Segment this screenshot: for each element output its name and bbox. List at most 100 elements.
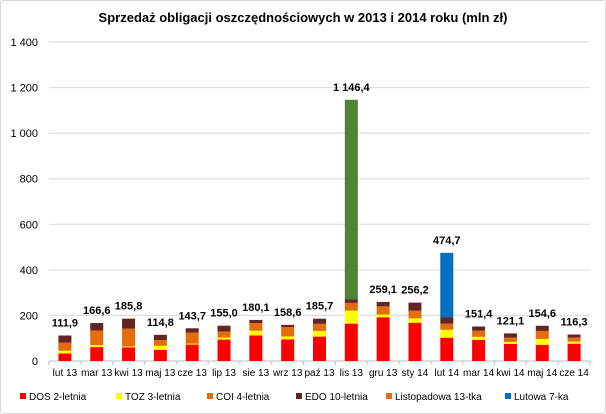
y-tick-label: 1 000 bbox=[10, 128, 38, 140]
bar-segment-coi-4-letnia bbox=[408, 310, 422, 319]
bar-segment-edo-10-letnia bbox=[376, 301, 390, 307]
x-tick-label: sty 14 bbox=[402, 368, 429, 379]
bar-segment-toz-3-letnia bbox=[408, 318, 422, 323]
data-label-total: 111,9 bbox=[52, 318, 78, 330]
bar-segment-edo-10-letnia bbox=[90, 323, 104, 331]
data-label-total: 114,8 bbox=[147, 317, 174, 329]
y-tick-label: 600 bbox=[20, 219, 38, 231]
bar-segment-dos-2-letnia bbox=[153, 349, 167, 361]
data-label-total: 185,7 bbox=[306, 301, 334, 313]
x-tick-label: kwi 13 bbox=[114, 368, 143, 379]
bar-segment-toz-3-letnia bbox=[344, 310, 358, 324]
data-label-total: 259,1 bbox=[369, 284, 397, 296]
bar-segment-toz-3-letnia bbox=[58, 350, 72, 354]
bar-segment-toz-3-letnia bbox=[567, 341, 581, 344]
bar-segment-coi-4-letnia bbox=[376, 306, 390, 315]
x-tick-label: cze 13 bbox=[177, 368, 207, 379]
data-label-total: 121,1 bbox=[497, 315, 525, 327]
data-label-total: 185,8 bbox=[115, 301, 143, 313]
bar-segment-dos-2-letnia bbox=[281, 339, 295, 361]
legend-label: DOS 2-letnia bbox=[29, 392, 87, 403]
bar-segment-lutowa-7-ka bbox=[440, 252, 454, 318]
y-tick-label: 1 200 bbox=[10, 83, 38, 95]
x-tick-label: lip 13 bbox=[212, 368, 236, 379]
y-tick-label: 400 bbox=[20, 265, 38, 277]
bar-segment-coi-4-letnia bbox=[472, 330, 486, 337]
bar-segment-edo-10-letnia bbox=[313, 318, 326, 324]
bar-segment-edo-10-letnia bbox=[440, 317, 454, 324]
data-label-total: 180,1 bbox=[242, 302, 270, 314]
data-label-total: 155,0 bbox=[210, 308, 238, 320]
bar-segment-edo-10-letnia bbox=[122, 318, 136, 329]
x-tick-label: paź 13 bbox=[304, 368, 334, 379]
bar-segment-edo-10-letnia bbox=[503, 333, 517, 338]
data-label-total: 158,6 bbox=[274, 307, 302, 319]
data-label-total: 1 146,4 bbox=[333, 82, 371, 94]
bar-segment-edo-10-letnia bbox=[249, 319, 263, 324]
x-tick-label: mar 13 bbox=[81, 368, 113, 379]
x-tick-label: maj 14 bbox=[527, 368, 557, 379]
bar-segment-dos-2-letnia bbox=[122, 347, 136, 361]
bar-segment-toz-3-letnia bbox=[503, 341, 517, 344]
bar-segment-edo-10-letnia bbox=[58, 335, 72, 343]
bar-segment-coi-4-letnia bbox=[217, 331, 231, 338]
bar-segment-dos-2-letnia bbox=[344, 323, 358, 361]
data-label-total: 474,7 bbox=[433, 235, 461, 247]
x-tick-label: lut 13 bbox=[53, 368, 78, 379]
y-tick-label: 0 bbox=[32, 356, 38, 368]
legend-label: COI 4-letnia bbox=[216, 392, 270, 403]
x-tick-label: maj 13 bbox=[145, 368, 175, 379]
bar-segment-coi-4-letnia bbox=[153, 340, 167, 346]
x-tick-label: mar 14 bbox=[463, 368, 495, 379]
legend-swatch bbox=[505, 393, 511, 399]
bar-segment-coi-4-letnia bbox=[535, 330, 549, 339]
y-tick-label: 200 bbox=[20, 310, 38, 322]
bar-segment-dos-2-letnia bbox=[472, 339, 486, 361]
legend-swatch bbox=[116, 393, 122, 399]
data-label-total: 151,4 bbox=[465, 309, 493, 321]
bar-segment-toz-3-letnia bbox=[281, 336, 295, 340]
bar-segment-toz-3-letnia bbox=[440, 329, 454, 338]
data-label-total: 143,7 bbox=[178, 310, 206, 322]
bar-segment-coi-4-letnia bbox=[503, 337, 517, 342]
data-label-total: 154,6 bbox=[528, 308, 556, 320]
bar-segment-edo-10-letnia bbox=[408, 302, 422, 311]
bar-segment-dos-2-letnia bbox=[567, 343, 581, 361]
bar-segment-coi-4-letnia bbox=[58, 342, 72, 351]
bar-segment-toz-3-letnia bbox=[249, 330, 263, 336]
bar-segment-coi-4-letnia bbox=[344, 302, 358, 311]
bar-segment-coi-4-letnia bbox=[440, 323, 454, 330]
bar-segment-coi-4-letnia bbox=[249, 323, 263, 331]
bar-segment-dos-2-letnia bbox=[535, 344, 549, 361]
bar-segment-edo-10-letnia bbox=[153, 334, 167, 341]
bar-segment-dos-2-letnia bbox=[185, 344, 199, 361]
bar-segment-edo-10-letnia bbox=[185, 328, 199, 333]
bar-segment-dos-2-letnia bbox=[503, 343, 517, 361]
bar-segment-coi-4-letnia bbox=[185, 332, 199, 344]
bar-segment-coi-4-letnia bbox=[313, 323, 326, 331]
y-tick-label: 800 bbox=[20, 174, 38, 186]
chart-title: Sprzedaż obligacji oszczędnościowych w 2… bbox=[99, 10, 508, 25]
bar-segment-toz-3-letnia bbox=[472, 336, 486, 340]
bar-segment-toz-3-letnia bbox=[376, 314, 390, 318]
bar-segment-edo-10-letnia bbox=[472, 326, 486, 331]
bar-segment-edo-10-letnia bbox=[281, 324, 295, 328]
bar-segment-toz-3-letnia bbox=[185, 343, 199, 345]
bar-segment-toz-3-letnia bbox=[217, 337, 231, 340]
bar-segment-toz-3-letnia bbox=[153, 345, 167, 350]
x-tick-label: lis 13 bbox=[340, 368, 364, 379]
bar-segment-toz-3-letnia bbox=[535, 338, 549, 345]
legend-label: EDO 10-letnia bbox=[305, 392, 368, 403]
data-label-total: 116,3 bbox=[561, 317, 588, 329]
legend-swatch bbox=[386, 393, 392, 399]
x-tick-label: wrz 13 bbox=[272, 368, 303, 379]
data-label-total: 166,6 bbox=[83, 305, 111, 317]
bar-segment-coi-4-letnia bbox=[567, 337, 581, 342]
y-tick-label: 1 400 bbox=[10, 37, 38, 49]
x-tick-label: lut 14 bbox=[435, 368, 460, 379]
bar-segment-dos-2-letnia bbox=[408, 322, 422, 361]
legend-label: TOZ 3-letnia bbox=[125, 392, 181, 403]
bar-segment-coi-4-letnia bbox=[281, 327, 295, 337]
bar-segment-coi-4-letnia bbox=[122, 328, 136, 347]
bar-segment-dos-2-letnia bbox=[313, 336, 326, 361]
